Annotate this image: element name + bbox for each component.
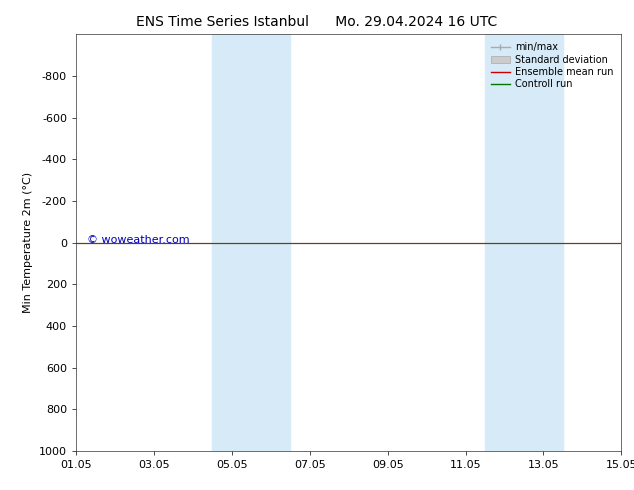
Legend: min/max, Standard deviation, Ensemble mean run, Controll run: min/max, Standard deviation, Ensemble me… [488,39,616,92]
Bar [212,34,290,451]
Text: ENS Time Series Istanbul      Mo. 29.04.2024 16 UTC: ENS Time Series Istanbul Mo. 29.04.2024 … [136,15,498,29]
Text: © woweather.com: © woweather.com [87,236,190,245]
Y-axis label: Min Temperature 2m (°C): Min Temperature 2m (°C) [23,172,34,313]
Bar [485,34,563,451]
